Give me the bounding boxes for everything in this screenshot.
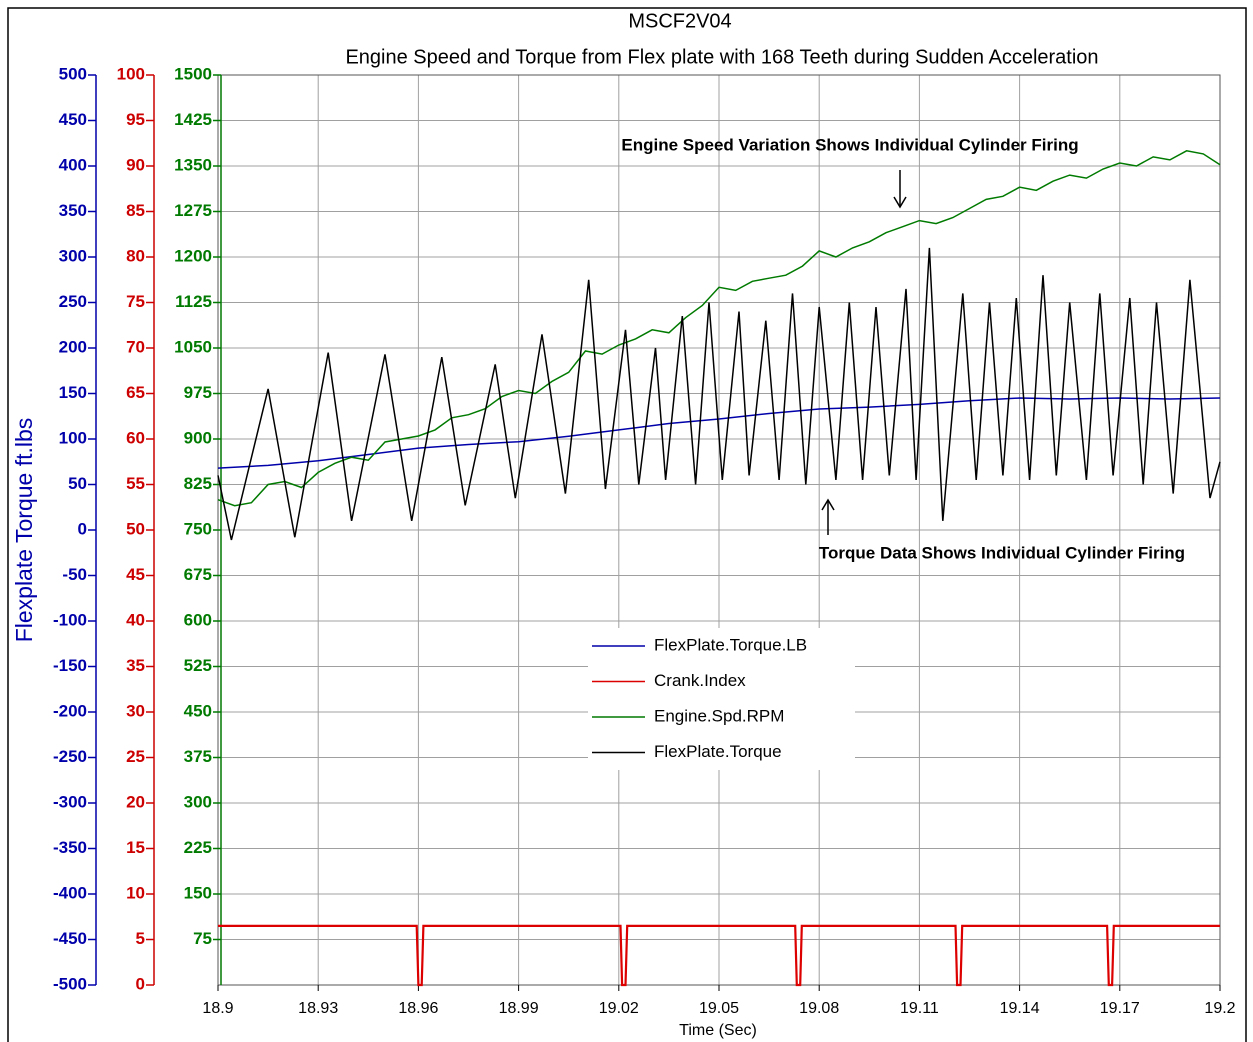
y-tick-label: 1425 (174, 110, 212, 129)
y-tick-label: 1125 (175, 292, 212, 311)
y-tick-label: -500 (53, 974, 87, 993)
x-tick-label: 19.14 (1000, 1000, 1040, 1017)
y-tick-label: 0 (136, 974, 145, 993)
series-line (217, 247, 1221, 541)
y-tick-label: 85 (126, 201, 145, 220)
y-tick-label: 450 (184, 701, 212, 720)
x-tick-label: 19.05 (699, 1000, 739, 1017)
y-tick-label: 300 (59, 246, 87, 265)
y-tick-label: 15 (126, 838, 145, 857)
x-tick-label: 19.02 (599, 1000, 639, 1017)
y-tick-label: 150 (184, 883, 212, 902)
y-tick-label: -400 (53, 883, 87, 902)
x-tick-label: 18.93 (298, 1000, 338, 1017)
arrow-head (893, 196, 907, 209)
y-tick-label: 225 (184, 838, 212, 857)
y-tick-label: 600 (184, 610, 212, 629)
y-tick-label: 1200 (174, 246, 212, 265)
y-tick-label: 55 (126, 474, 145, 493)
legend-label: Crank.Index (654, 671, 746, 690)
y-axis-label: Flexplate Torque ft.lbs (11, 418, 37, 643)
legend-label: FlexPlate.Torque (654, 742, 782, 761)
series-line (218, 924, 1220, 987)
y-tick-label: -300 (53, 792, 87, 811)
y-tick-label: -150 (53, 656, 87, 675)
y-tick-label: 350 (59, 201, 87, 220)
y-tick-label: 70 (126, 337, 145, 356)
x-tick-label: 18.99 (499, 1000, 539, 1017)
y-tick-label: 525 (184, 656, 212, 675)
x-tick-label: 19.08 (799, 1000, 839, 1017)
y-tick-label: 100 (59, 428, 87, 447)
chart-title: MSCF2V04 (628, 10, 731, 32)
y-tick-label: 400 (59, 155, 87, 174)
x-tick-label: 19.17 (1100, 1000, 1140, 1017)
y-tick-label: 150 (59, 383, 87, 402)
y-tick-label: 45 (126, 565, 145, 584)
annotation: Torque Data Shows Individual Cylinder Fi… (819, 543, 1185, 562)
y-tick-label: 25 (126, 747, 145, 766)
x-tick-label: 18.9 (202, 1000, 233, 1017)
y-tick-label: 5 (136, 929, 145, 948)
y-tick-label: 975 (184, 383, 212, 402)
y-tick-label: -100 (53, 610, 87, 629)
y-tick-label: 300 (184, 792, 212, 811)
chart-subtitle: Engine Speed and Torque from Flex plate … (345, 46, 1098, 68)
y-tick-label: 60 (126, 428, 145, 447)
y-tick-label: 450 (59, 110, 87, 129)
y-tick-label: 500 (59, 64, 87, 83)
series-line (217, 150, 1221, 507)
y-tick-label: 825 (184, 474, 212, 493)
x-tick-label: 19.11 (900, 1000, 939, 1017)
y-tick-label: -450 (53, 929, 87, 948)
y-tick-label: 95 (126, 110, 145, 129)
y-tick-label: -250 (53, 747, 87, 766)
y-tick-label: 30 (126, 701, 145, 720)
y-tick-label: 0 (78, 519, 87, 538)
legend-label: FlexPlate.Torque.LB (654, 635, 807, 654)
series-line (217, 397, 1221, 469)
y-tick-label: 75 (126, 292, 145, 311)
y-tick-label: -350 (53, 838, 87, 857)
y-tick-label: 20 (126, 792, 145, 811)
y-tick-label: 50 (126, 519, 145, 538)
y-tick-label: 100 (117, 64, 145, 83)
y-tick-label: 90 (126, 155, 145, 174)
legend-box (588, 628, 855, 770)
y-tick-label: 75 (193, 929, 212, 948)
y-tick-label: 65 (126, 383, 145, 402)
x-tick-label: 18.96 (398, 1000, 438, 1017)
y-tick-label: 35 (126, 656, 145, 675)
y-tick-label: 1050 (174, 337, 212, 356)
y-tick-label: 750 (184, 519, 212, 538)
y-tick-label: 40 (126, 610, 145, 629)
frame (7, 7, 1247, 1042)
legend-label: Engine.Spd.RPM (654, 706, 784, 725)
y-tick-label: 675 (184, 565, 212, 584)
y-tick-label: 1350 (174, 155, 212, 174)
y-tick-label: 1275 (174, 201, 212, 220)
y-tick-label: 900 (184, 428, 212, 447)
y-tick-label: 50 (68, 474, 87, 493)
y-tick-label: 250 (59, 292, 87, 311)
x-tick-label: 19.2 (1204, 1000, 1235, 1017)
y-tick-label: 80 (126, 246, 145, 265)
annotation: Engine Speed Variation Shows Individual … (621, 135, 1078, 154)
y-tick-label: -200 (53, 701, 87, 720)
y-tick-label: 1500 (174, 64, 212, 83)
arrow-head (821, 498, 835, 511)
y-tick-label: 10 (126, 883, 145, 902)
y-tick-label: 200 (59, 337, 87, 356)
x-axis-label: Time (Sec) (679, 1022, 757, 1039)
y-tick-label: -50 (62, 565, 87, 584)
y-tick-label: 375 (184, 747, 212, 766)
